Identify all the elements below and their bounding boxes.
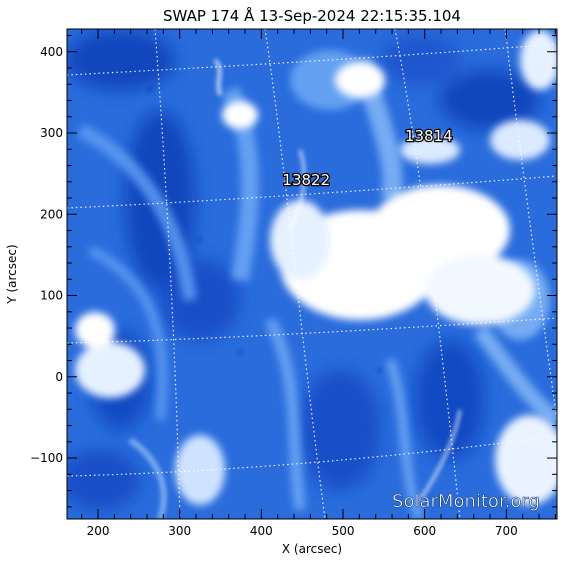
x-tick-label: 700: [495, 524, 518, 538]
y-tick-label: 100: [40, 289, 63, 303]
region-label-13822: 13822: [282, 171, 330, 189]
solar-image: SolarMonitor.org: [67, 29, 557, 519]
y-tick-label: −100: [30, 451, 63, 465]
x-tick-label: 500: [332, 524, 355, 538]
y-axis-label: Y (arcsec): [5, 244, 19, 304]
x-tick-label: 600: [413, 524, 436, 538]
texture: [128, 58, 462, 519]
y-tick-label: 200: [40, 207, 63, 221]
dark-regions: [67, 30, 540, 510]
region-labels: 13814 13822: [281, 126, 454, 190]
watermark: SolarMonitor.org: [392, 491, 540, 512]
plot-frame: [66, 28, 558, 520]
x-tick-label: 200: [87, 524, 110, 538]
image-title: SWAP 174 Å 13-Sep-2024 22:15:35.104: [163, 6, 461, 25]
heliographic-grid: [67, 29, 557, 519]
y-tick-label: 0: [55, 370, 63, 384]
axis-tick-labels: 200 300 400 500 600 700 400 300 200 100 0 −100: [30, 45, 518, 538]
x-axis-label: X (arcsec): [282, 542, 342, 556]
y-tick-label: 300: [40, 126, 63, 140]
region-label-13814: 13814: [405, 127, 453, 145]
bright-regions: [75, 30, 557, 505]
axis-ticks: [67, 29, 557, 519]
x-tick-label: 300: [168, 524, 191, 538]
y-tick-label: 400: [40, 45, 63, 59]
x-tick-label: 400: [250, 524, 273, 538]
